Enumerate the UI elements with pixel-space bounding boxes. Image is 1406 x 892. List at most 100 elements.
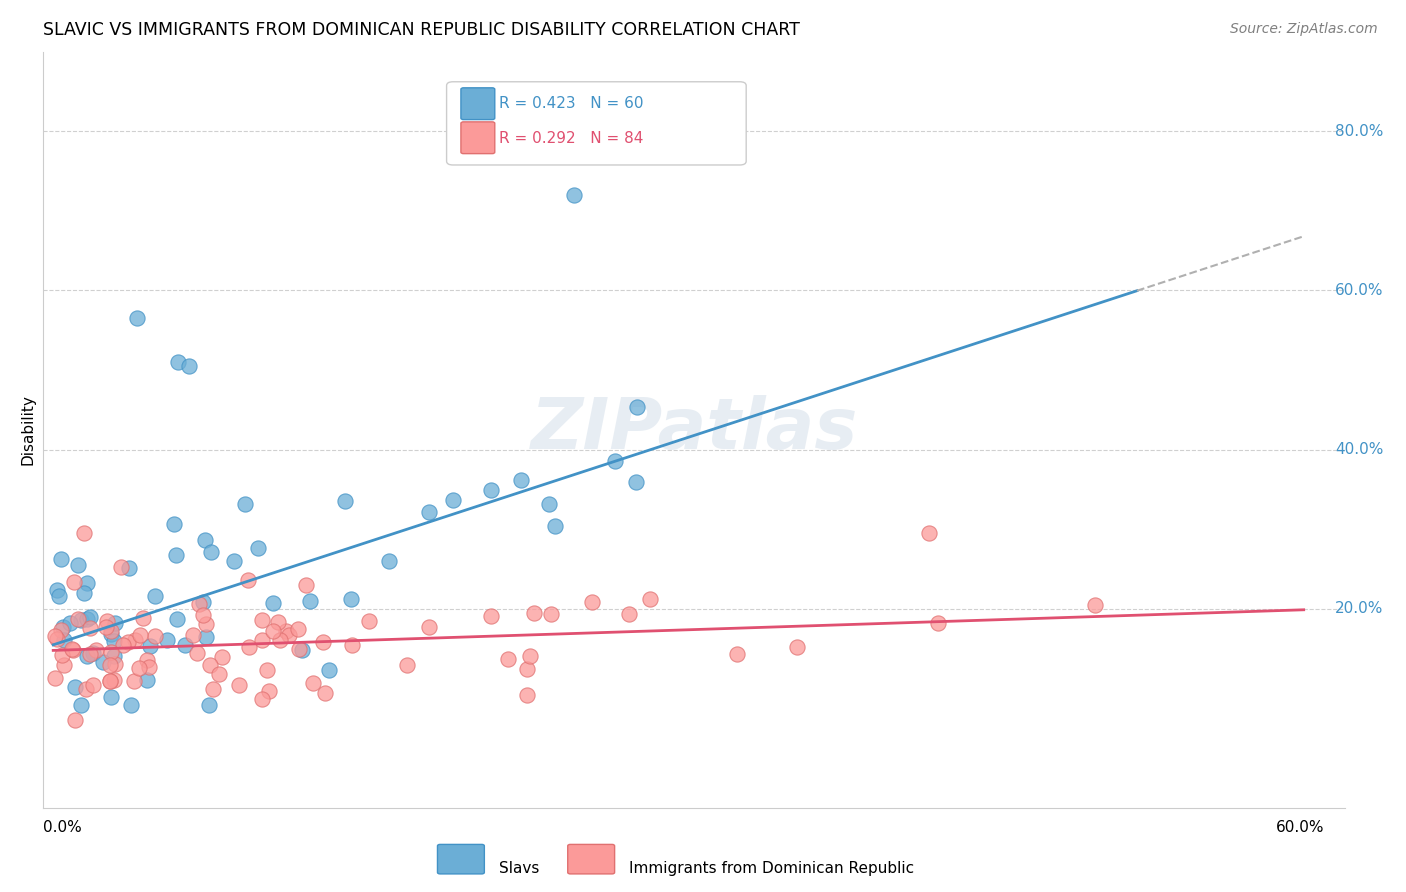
Point (194, 533, 217, 548)
Point (191, 595, 214, 609)
Point (250, 691, 273, 706)
Point (202, 682, 225, 697)
Text: Slavs: Slavs (499, 861, 538, 876)
Point (252, 633, 274, 648)
Point (76, 576, 98, 591)
Point (236, 573, 259, 587)
Point (62, 575, 84, 590)
Point (100, 624, 122, 639)
Point (60, 642, 83, 657)
Point (191, 608, 214, 623)
Text: 40.0%: 40.0% (1334, 442, 1384, 458)
Point (287, 642, 309, 657)
Point (274, 624, 297, 638)
Text: R = 0.292   N = 84: R = 0.292 N = 84 (499, 131, 643, 146)
Point (418, 620, 440, 634)
Point (562, 187, 585, 202)
Point (298, 594, 321, 608)
Point (1084, 598, 1107, 612)
Point (53, 633, 76, 648)
Point (340, 639, 363, 653)
Point (540, 607, 562, 621)
Point (44, 671, 66, 685)
Point (247, 541, 270, 555)
FancyBboxPatch shape (461, 87, 495, 120)
Point (49, 552, 72, 566)
Point (67, 612, 90, 626)
Point (235, 497, 257, 511)
Point (181, 628, 204, 642)
Point (301, 676, 323, 690)
Point (269, 633, 291, 648)
Text: 60.0%: 60.0% (1334, 283, 1384, 298)
Point (314, 685, 336, 699)
Point (73, 586, 96, 600)
Point (128, 661, 150, 675)
Point (318, 663, 340, 677)
Point (479, 609, 502, 624)
Point (927, 616, 949, 631)
Point (287, 622, 309, 636)
Point (786, 640, 808, 654)
Text: Source: ZipAtlas.com: Source: ZipAtlas.com (1230, 22, 1378, 37)
Point (67, 558, 90, 572)
Point (174, 638, 197, 652)
Point (198, 698, 221, 712)
Point (537, 498, 560, 512)
Point (638, 591, 661, 606)
Point (238, 640, 260, 655)
Point (167, 355, 190, 369)
Point (257, 683, 280, 698)
Point (59, 616, 82, 631)
Point (84, 643, 107, 657)
Point (73, 525, 96, 540)
Point (166, 612, 188, 626)
Point (165, 548, 187, 562)
Text: R = 0.423   N = 60: R = 0.423 N = 60 (499, 96, 643, 112)
Point (519, 648, 541, 663)
Y-axis label: Disability: Disability (21, 394, 35, 466)
Point (96, 614, 118, 628)
Point (333, 494, 356, 508)
Text: 80.0%: 80.0% (1334, 124, 1384, 138)
Point (104, 616, 127, 631)
Point (156, 632, 179, 647)
Point (194, 616, 217, 631)
Point (626, 400, 648, 414)
Point (418, 505, 440, 519)
Point (94, 620, 117, 634)
Text: SLAVIC VS IMMIGRANTS FROM DOMINICAN REPUBLIC DISABILITY CORRELATION CHART: SLAVIC VS IMMIGRANTS FROM DOMINICAN REPU… (42, 21, 800, 39)
Point (98, 674, 121, 689)
Point (295, 578, 318, 592)
Point (509, 474, 531, 488)
Point (70, 698, 93, 712)
Point (195, 630, 218, 644)
Point (132, 611, 155, 625)
Point (256, 663, 278, 677)
Point (228, 678, 250, 692)
Text: 20.0%: 20.0% (1334, 601, 1384, 616)
Point (186, 646, 208, 660)
Point (496, 651, 519, 665)
FancyBboxPatch shape (437, 845, 484, 874)
Point (143, 629, 166, 643)
Point (250, 613, 273, 627)
Point (143, 589, 166, 603)
Point (100, 644, 122, 658)
Point (45, 583, 67, 598)
Point (136, 673, 159, 687)
Point (52, 620, 75, 634)
Point (129, 627, 152, 641)
Point (516, 688, 538, 702)
Point (177, 359, 200, 373)
Point (76, 612, 98, 626)
Point (103, 634, 125, 648)
Text: Immigrants from Dominican Republic: Immigrants from Dominican Republic (628, 861, 914, 876)
Point (340, 591, 363, 606)
Point (100, 627, 122, 641)
Point (523, 606, 546, 620)
FancyBboxPatch shape (568, 845, 614, 874)
Point (262, 596, 284, 610)
Point (63, 680, 86, 694)
Point (117, 635, 139, 649)
